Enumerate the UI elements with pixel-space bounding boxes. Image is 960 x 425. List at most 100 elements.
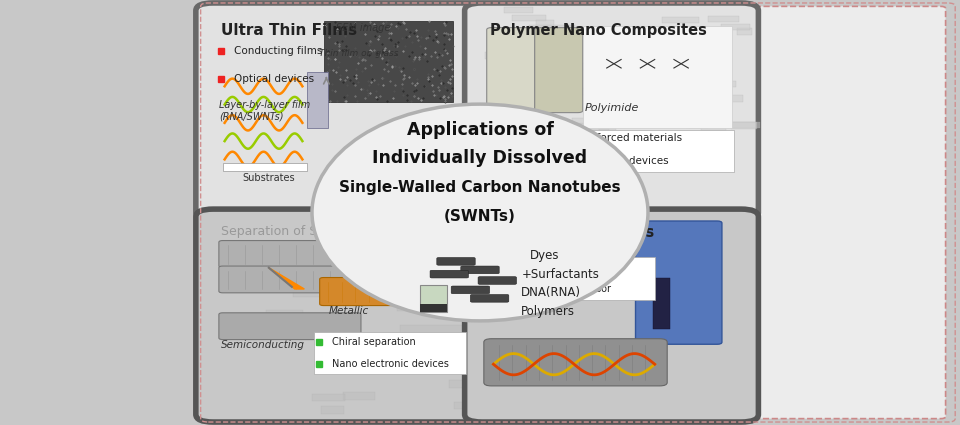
Bar [586, 66, 601, 73]
Text: Single-Walled Carbon Nanotubes: Single-Walled Carbon Nanotubes [339, 180, 621, 196]
Bar [383, 334, 424, 341]
Bar [343, 272, 400, 280]
FancyBboxPatch shape [487, 28, 535, 113]
FancyBboxPatch shape [465, 3, 758, 220]
FancyArrowPatch shape [295, 283, 318, 293]
Bar [460, 361, 505, 369]
Bar [266, 310, 303, 317]
Bar [702, 125, 726, 131]
Bar [400, 213, 445, 221]
Bar [233, 252, 274, 260]
Bar [569, 33, 579, 40]
Text: Polymers: Polymers [521, 305, 575, 317]
Bar [599, 123, 615, 130]
Bar [312, 394, 345, 401]
Bar [662, 17, 699, 23]
Text: Separation of SWNTs: Separation of SWNTs [221, 225, 351, 238]
Bar [293, 315, 348, 323]
FancyBboxPatch shape [196, 3, 490, 220]
Bar [408, 275, 449, 282]
Bar [546, 41, 557, 48]
Text: Polymer Nano Composites: Polymer Nano Composites [490, 23, 707, 38]
Bar [223, 163, 307, 171]
Bar [399, 325, 463, 333]
FancyBboxPatch shape [461, 266, 499, 274]
Bar [653, 278, 670, 329]
Bar [314, 332, 466, 374]
Bar [688, 122, 707, 128]
Ellipse shape [312, 104, 648, 321]
FancyBboxPatch shape [465, 209, 758, 422]
Bar [343, 392, 375, 400]
Bar [592, 42, 637, 48]
Bar [636, 88, 647, 94]
FancyBboxPatch shape [202, 6, 946, 419]
Bar [461, 272, 483, 279]
Text: Individually Dissolved: Individually Dissolved [372, 149, 588, 167]
Bar [721, 24, 750, 31]
Bar [531, 137, 559, 144]
Text: Nano electronic devices: Nano electronic devices [332, 359, 449, 369]
Bar [686, 122, 708, 128]
Bar [613, 59, 623, 65]
Bar [636, 133, 675, 140]
Bar [570, 31, 585, 37]
Text: Ultra Thin Films: Ultra Thin Films [221, 23, 357, 38]
Text: Thin film on glass: Thin film on glass [319, 49, 398, 58]
Bar [571, 118, 616, 124]
Bar [324, 281, 368, 289]
FancyBboxPatch shape [451, 286, 490, 294]
Bar [599, 71, 626, 77]
Bar [454, 402, 502, 409]
FancyBboxPatch shape [219, 266, 361, 293]
FancyBboxPatch shape [437, 258, 475, 265]
FancyBboxPatch shape [196, 209, 490, 422]
FancyBboxPatch shape [430, 270, 468, 278]
Text: Optical devices: Optical devices [234, 74, 314, 84]
Bar [568, 88, 599, 95]
FancyBboxPatch shape [420, 285, 447, 312]
Text: Chiral separation: Chiral separation [332, 337, 416, 347]
Text: SEM image: SEM image [336, 23, 391, 34]
Text: Biomedical applications: Biomedical applications [505, 261, 621, 272]
Bar [537, 20, 554, 27]
Bar [324, 21, 453, 102]
Bar [722, 81, 735, 88]
Bar [521, 64, 554, 71]
FancyBboxPatch shape [484, 339, 667, 386]
Text: Substrates: Substrates [242, 173, 295, 184]
Text: Electronic devices: Electronic devices [574, 156, 669, 167]
Text: Semiconducting: Semiconducting [221, 340, 305, 350]
Bar [307, 72, 328, 128]
Bar [554, 130, 734, 172]
FancyBboxPatch shape [320, 278, 447, 306]
Bar [583, 26, 732, 128]
Bar [413, 345, 459, 352]
Bar [642, 70, 686, 76]
Bar [420, 304, 447, 312]
FancyBboxPatch shape [478, 277, 516, 284]
Bar [397, 303, 449, 311]
Bar [669, 45, 704, 51]
Text: DNA/SWNTs hybrids: DNA/SWNTs hybrids [490, 225, 654, 240]
Bar [629, 133, 668, 140]
Text: Dyes: Dyes [530, 249, 560, 261]
Bar [634, 88, 660, 94]
Bar [673, 81, 691, 87]
Text: Layer-by-layer film
(RNA/SWNTs): Layer-by-layer film (RNA/SWNTs) [219, 100, 310, 122]
Bar [449, 365, 490, 372]
Text: Reinforced materials: Reinforced materials [574, 133, 683, 143]
Bar [731, 122, 756, 128]
Bar [293, 289, 324, 297]
Polygon shape [269, 268, 304, 289]
Bar [337, 334, 396, 342]
Bar [321, 406, 345, 414]
FancyBboxPatch shape [219, 241, 361, 267]
Bar [708, 16, 739, 22]
Text: DNA(RNA): DNA(RNA) [521, 286, 582, 299]
Text: Conducting films: Conducting films [234, 46, 323, 56]
Bar [464, 220, 523, 228]
Bar [260, 260, 300, 268]
Bar [504, 7, 533, 13]
Text: Applications of: Applications of [407, 121, 553, 139]
